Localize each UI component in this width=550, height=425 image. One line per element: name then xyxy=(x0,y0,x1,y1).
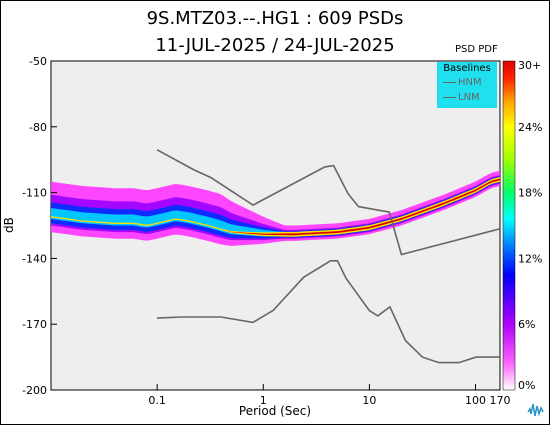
waveform-logo-icon xyxy=(527,400,545,418)
x-axis: 0.1 1 10 100 170 xyxy=(148,384,511,407)
colorbar-tick-label: 18% xyxy=(518,187,542,200)
x-tick-label: 1 xyxy=(260,394,267,407)
colorbar-title: PSD PDF xyxy=(455,44,498,55)
psd-density xyxy=(51,170,500,246)
chart-subtitle: 11-JUL-2025 / 24-JUL-2025 xyxy=(155,35,395,56)
legend-title: Baselines xyxy=(443,63,491,74)
legend: Baselines HNM LNM xyxy=(437,62,497,108)
y-tick-label: -140 xyxy=(22,252,47,265)
baseline-lnm xyxy=(157,260,500,364)
lnm-line-swatch xyxy=(443,96,456,98)
colorbar-tick-label: 12% xyxy=(518,252,542,265)
x-tick-label: 170 xyxy=(490,394,511,407)
colorbar-tick-label: 30+ xyxy=(518,59,541,72)
colorbar-tick-label: 6% xyxy=(518,318,535,331)
y-tick-label: -50 xyxy=(29,55,47,68)
y-axis: -50 -80 -110 -140 -170 -200 xyxy=(22,55,57,397)
y-axis-label: dB xyxy=(2,217,16,233)
colorbar-ticks: 0% 6% 12% 18% 24% 30+ xyxy=(518,59,542,392)
colorbar-tick-label: 24% xyxy=(518,121,542,134)
colorbar-tick-label: 0% xyxy=(518,379,535,392)
colorbar xyxy=(502,60,516,391)
baseline-hnm xyxy=(156,149,500,256)
baseline-lines xyxy=(156,149,500,364)
density-band xyxy=(51,177,500,237)
y-tick-label: -200 xyxy=(22,384,47,397)
y-tick-label: -170 xyxy=(22,318,47,331)
legend-item-hnm: HNM xyxy=(443,77,482,89)
x-tick-label: 0.1 xyxy=(148,394,166,407)
hnm-line-swatch xyxy=(443,81,456,83)
x-tick-label: 100 xyxy=(465,394,486,407)
y-tick-label: -110 xyxy=(22,187,47,200)
legend-label-lnm: LNM xyxy=(458,92,480,103)
legend-label-hnm: HNM xyxy=(458,77,482,88)
x-axis-label: Period (Sec) xyxy=(239,404,311,418)
y-tick-label: -80 xyxy=(29,121,47,134)
legend-item-lnm: LNM xyxy=(443,92,480,104)
chart-title: 9S.MTZ03.--.HG1 : 609 PSDs xyxy=(146,8,404,29)
x-tick-label: 10 xyxy=(362,394,376,407)
